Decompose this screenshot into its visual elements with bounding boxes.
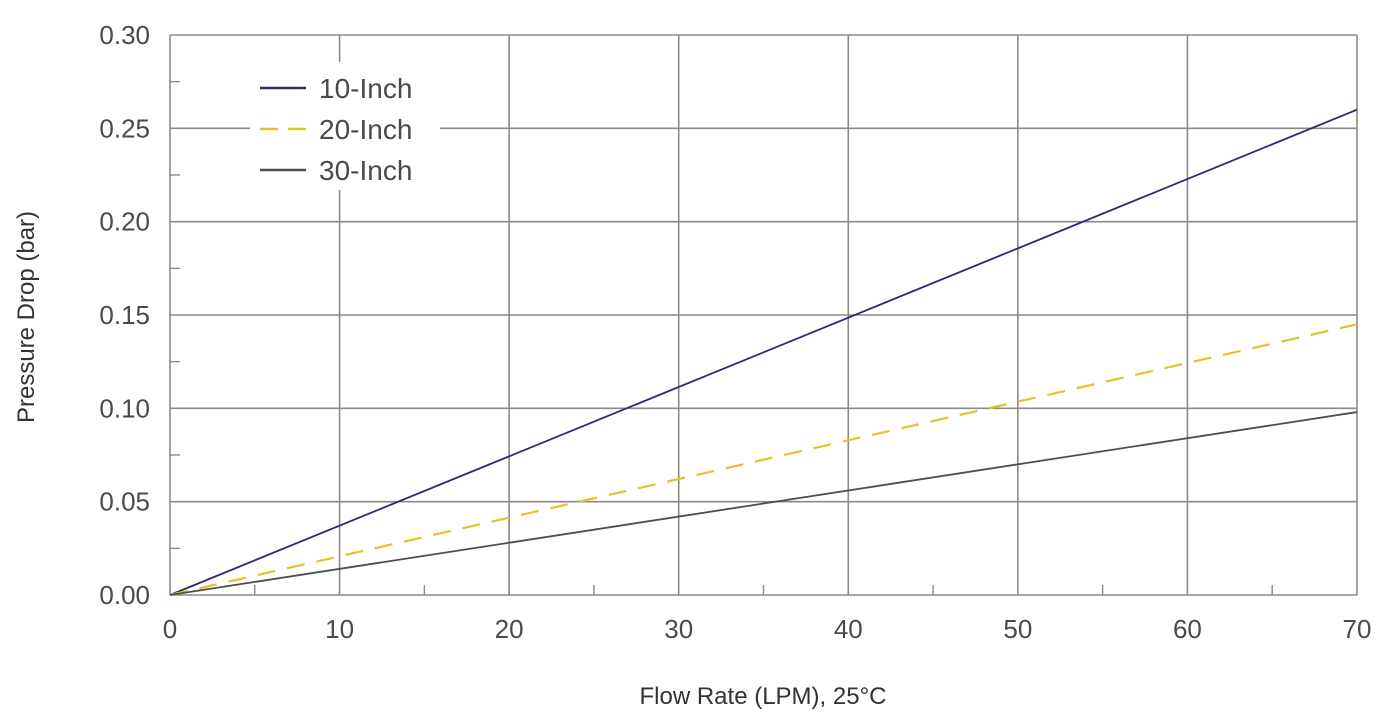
y-axis-title: Pressure Drop (bar): [13, 211, 40, 423]
grid-layer: [169, 34, 1358, 596]
legend: 10-Inch 20-Inch 30-Inch: [250, 62, 440, 190]
y-tick-label: 0.15: [99, 300, 150, 330]
y-tick-label: 0.05: [99, 487, 150, 517]
x-tick-label: 50: [1003, 614, 1032, 644]
series-line-1: [169, 108, 1358, 596]
x-tick-label: 0: [163, 614, 177, 644]
x-tick-label: 30: [664, 614, 693, 644]
series-line-2: [169, 323, 1358, 597]
y-tick-label: 0.00: [99, 580, 150, 610]
x-tick-label: 10: [325, 614, 354, 644]
tick-layer: 0 10 20 30 40 50 60 70 0.00 0.05 0.10 0.15 0.20 0.25 0…: [99, 20, 1371, 644]
y-tick-label: 0.25: [99, 113, 150, 143]
y-tick-label: 0.30: [99, 20, 150, 50]
x-tick-label: 20: [495, 614, 524, 644]
x-tick-label: 40: [834, 614, 863, 644]
legend-label: 20-Inch: [319, 114, 412, 145]
y-tick-label: 0.10: [99, 393, 150, 423]
legend-label: 30-Inch: [319, 155, 412, 186]
legend-background: [250, 62, 440, 190]
legend-label: 10-Inch: [319, 73, 412, 104]
x-tick-label: 60: [1173, 614, 1202, 644]
series-line-3: [169, 411, 1358, 596]
series-layer: [169, 108, 1358, 597]
x-axis-title: Flow Rate (LPM), 25°C: [640, 683, 887, 710]
x-tick-label: 70: [1343, 614, 1372, 644]
y-tick-label: 0.20: [99, 207, 150, 237]
